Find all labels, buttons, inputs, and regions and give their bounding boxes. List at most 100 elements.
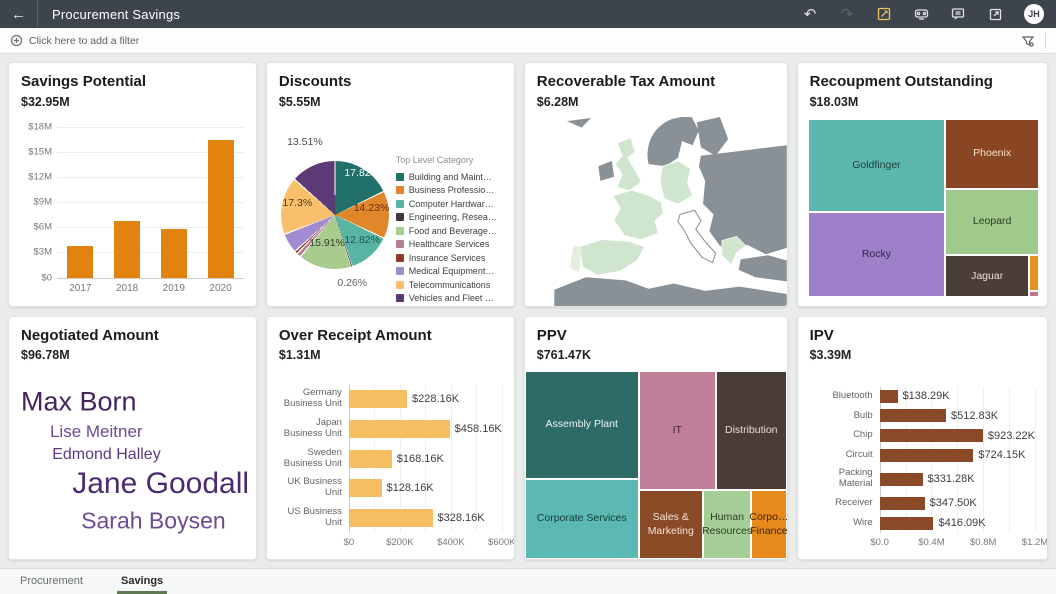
country-germany[interactable] — [659, 160, 693, 205]
cloud-word[interactable]: Sarah Boysen — [81, 507, 226, 534]
treemap-tile-Sales & Marketing[interactable]: Sales & Marketing — [638, 490, 703, 559]
pie-percent-label: 17.82% — [344, 167, 380, 180]
legend-swatch — [395, 186, 404, 195]
legend-item[interactable]: Vehicles and Fleet … — [395, 292, 502, 306]
country-greece[interactable] — [721, 236, 747, 266]
country-turkey[interactable] — [738, 255, 787, 282]
bar-Wire[interactable] — [879, 516, 934, 530]
bar-UK Business Unit[interactable] — [348, 479, 382, 498]
bar-Chip[interactable] — [879, 429, 983, 443]
treemap-tile[interactable] — [1029, 254, 1039, 292]
card-value: $3.39M — [809, 348, 852, 363]
bar-Bulb[interactable] — [879, 409, 947, 423]
tab-bar: Procurement Savings — [0, 568, 1056, 594]
legend-item[interactable]: Healthcare Services — [395, 238, 502, 252]
gridline — [57, 252, 244, 254]
y-tick-label: $9M — [33, 196, 52, 208]
add-filter-button[interactable]: Click here to add a filter — [10, 34, 139, 47]
treemap-tile-IT[interactable]: IT — [638, 370, 716, 491]
category-label: Wire — [853, 516, 873, 528]
bar-US Business Unit[interactable] — [348, 509, 433, 528]
treemap-tile[interactable] — [1029, 291, 1039, 298]
open-window-icon[interactable] — [987, 6, 1003, 22]
pie[interactable] — [281, 161, 390, 270]
value-label: $128.16K — [386, 482, 434, 495]
bar-Receiver[interactable] — [879, 496, 925, 510]
treemap-tile-Leopard[interactable]: Leopard — [945, 188, 1039, 255]
region-east-europe[interactable] — [698, 145, 787, 255]
legend-item[interactable]: Food and Beverage… — [395, 224, 502, 238]
country-uk[interactable] — [614, 137, 642, 191]
bar-Germany Business Unit[interactable] — [348, 390, 408, 409]
card-title: Recoupment Outstanding — [809, 73, 993, 90]
y-tick-label: $15M — [28, 146, 52, 158]
country-iceland[interactable] — [566, 118, 591, 128]
bar-2019[interactable] — [160, 229, 187, 278]
filter-funnel-icon[interactable] — [1021, 34, 1035, 48]
comment-icon[interactable] — [950, 6, 966, 22]
cloud-word[interactable]: Edmond Halley — [52, 445, 161, 463]
tile-label: IT — [672, 423, 682, 436]
recoverable-tax-map[interactable] — [524, 117, 787, 306]
toolbar: ↶ ↷ JH — [802, 4, 1056, 24]
avatar[interactable]: JH — [1024, 4, 1044, 24]
bar-Japan Business Unit[interactable] — [348, 420, 450, 439]
undo-icon[interactable]: ↶ — [803, 6, 817, 23]
over-receipt-bar-chart[interactable]: Germany Business Unit $228.16K Japan Busi… — [279, 381, 514, 550]
tab-procurement[interactable]: Procurement — [20, 575, 83, 587]
present-icon[interactable] — [913, 6, 929, 22]
discounts-pie-chart[interactable]: 17.82% 14.23% 12.82% 0.26% 15.91% 17.3% 13.51%… — [279, 121, 502, 303]
legend-item[interactable]: Engineering, Resea… — [395, 211, 502, 225]
treemap-tile-Jaguar[interactable]: Jaguar — [945, 254, 1030, 298]
bar-Bluetooth[interactable] — [879, 389, 898, 403]
country-scandinavia[interactable] — [647, 117, 699, 167]
ppv-treemap[interactable]: Assembly Plant Corporate Services IT Distri… — [524, 370, 787, 560]
gridline — [450, 384, 452, 533]
legend-item[interactable]: Business Professio… — [395, 184, 502, 198]
treemap-tile-Corporate Services[interactable]: Corporate Services — [524, 478, 639, 559]
country-spain[interactable] — [578, 239, 645, 276]
cloud-word[interactable]: Max Born — [21, 386, 137, 417]
legend-item[interactable]: Computer Hardwar… — [395, 197, 502, 211]
bar-Circuit[interactable] — [879, 448, 974, 462]
cloud-word[interactable]: Lise Meitner — [49, 422, 143, 442]
country-france[interactable] — [612, 189, 664, 240]
bar-2020[interactable] — [207, 139, 234, 278]
gridline — [57, 177, 244, 179]
treemap-tile-Corpo… Finance[interactable]: Corpo… Finance — [749, 490, 787, 559]
europe-map[interactable] — [524, 117, 787, 306]
treemap-tile-Phoenix[interactable]: Phoenix — [945, 119, 1039, 189]
legend-swatch — [395, 172, 404, 181]
back-button[interactable]: ← — [0, 0, 38, 28]
bar-2017[interactable] — [67, 245, 94, 278]
gridline — [57, 227, 244, 229]
ipv-bar-chart[interactable]: Bluetooth $138.29K Bulb $512.83K Chip $923… — [810, 383, 1047, 550]
bar-Sweden Business Unit[interactable] — [348, 449, 392, 468]
bar-Packing Material[interactable] — [879, 472, 923, 486]
legend-item[interactable]: Telecommunications — [395, 278, 502, 292]
value-label: $138.29K — [902, 390, 950, 403]
country-finland[interactable] — [696, 117, 728, 156]
legend-label: Telecommunications — [408, 279, 491, 290]
treemap-tile-Human Resources[interactable]: Human Resources — [702, 490, 752, 559]
category-label: Circuit — [845, 448, 873, 460]
legend-item[interactable]: Medical Equipment… — [395, 265, 502, 279]
treemap-tile-Assembly Plant[interactable]: Assembly Plant — [524, 370, 639, 479]
cloud-word[interactable]: Jane Goodall — [72, 467, 250, 501]
savings-potential-bar-chart[interactable]: $18M $15M $12M $9M $6M $3M $0 2017 2018 201… — [21, 121, 244, 296]
legend-item[interactable]: Insurance Services — [395, 251, 502, 265]
legend-item[interactable]: Building and Maint… — [395, 170, 502, 184]
tab-savings[interactable]: Savings — [116, 575, 168, 594]
region-north-africa[interactable] — [554, 277, 787, 306]
treemap-tile-Rocky[interactable]: Rocky — [807, 211, 946, 298]
country-ireland[interactable] — [598, 160, 614, 181]
country-portugal[interactable] — [569, 245, 582, 274]
negotiated-word-cloud[interactable]: Max Born Lise Meitner Edmond Halley Jane Go… — [21, 375, 249, 550]
country-italy[interactable] — [677, 209, 716, 264]
recoupment-treemap[interactable]: Goldfinger Rocky Phoenix Leopard Jaguar — [807, 119, 1039, 298]
bar-2018[interactable] — [114, 220, 141, 278]
treemap-tile-Distribution[interactable]: Distribution — [715, 370, 787, 491]
edit-icon[interactable] — [876, 6, 892, 22]
treemap-tile-Goldfinger[interactable]: Goldfinger — [807, 119, 946, 212]
page-title: Procurement Savings — [52, 6, 181, 22]
